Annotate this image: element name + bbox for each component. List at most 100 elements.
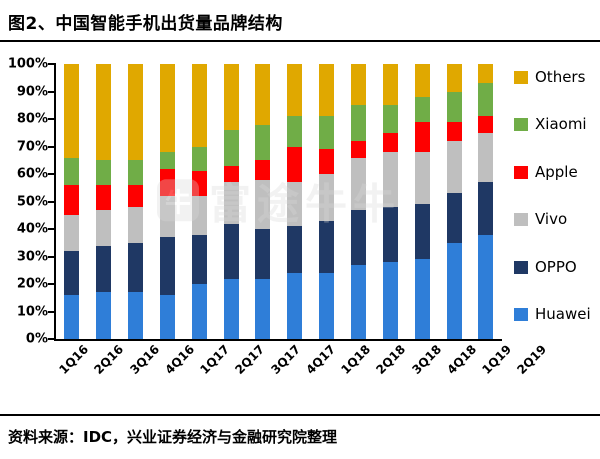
x-tick-slot: 4Q16 — [160, 341, 197, 391]
y-tick-label: 70% — [16, 139, 48, 154]
segment-apple-2Q17 — [223, 165, 239, 183]
x-tick-slot: 2Q18 — [371, 341, 409, 391]
bar-stack-1Q17 — [191, 64, 207, 339]
x-tick-label: 3Q17 — [267, 342, 303, 378]
segment-apple-3Q16 — [128, 185, 144, 207]
y-tick-mark — [48, 145, 56, 148]
x-tick-slot: 4Q18 — [442, 341, 479, 391]
y-tick-mark — [48, 338, 56, 340]
y-tick-label: 40% — [16, 221, 48, 237]
segment-others-3Q16 — [128, 64, 144, 161]
segment-xiaomi-3Q16 — [128, 160, 144, 185]
segment-oppo-3Q17 — [255, 229, 271, 279]
segment-vivo-2Q18 — [351, 157, 367, 210]
y-tick-mark — [48, 228, 56, 230]
y-tick-mark — [48, 90, 56, 93]
segment-vivo-2Q16 — [96, 209, 112, 246]
x-tick-label: 1Q16 — [56, 342, 92, 378]
segment-apple-1Q19 — [446, 121, 462, 141]
segment-vivo-3Q16 — [128, 207, 144, 243]
y-tick-mark — [48, 310, 56, 313]
segment-huawei-3Q17 — [255, 278, 271, 339]
segment-oppo-1Q16 — [64, 251, 80, 295]
segment-oppo-4Q17 — [287, 226, 303, 273]
segment-vivo-1Q17 — [191, 196, 207, 235]
x-tick-label: 4Q18 — [444, 342, 479, 378]
segment-huawei-2Q18 — [351, 264, 367, 339]
segment-huawei-1Q19 — [446, 242, 462, 339]
segment-huawei-1Q16 — [64, 295, 80, 339]
legend-label: Others — [535, 68, 586, 86]
segment-oppo-1Q18 — [319, 220, 335, 273]
x-tick-label: 2Q19 — [514, 342, 550, 378]
segment-xiaomi-4Q17 — [287, 116, 303, 147]
segment-apple-3Q18 — [382, 132, 398, 152]
segment-oppo-1Q19 — [446, 193, 462, 243]
legend-swatch-icon — [514, 307, 528, 321]
segment-apple-4Q18 — [414, 121, 430, 152]
segment-others-4Q18 — [414, 64, 430, 97]
segment-apple-4Q16 — [159, 168, 175, 196]
x-tick-label: 1Q18 — [338, 342, 374, 378]
segment-apple-2Q16 — [96, 185, 112, 210]
segment-xiaomi-1Q19 — [446, 91, 462, 122]
legend-item-huawei: Huawei — [514, 304, 600, 323]
x-tick-label: 3Q18 — [408, 342, 444, 378]
x-tick-label: 2Q17 — [232, 342, 268, 378]
segment-others-1Q18 — [319, 64, 335, 117]
x-tick-label: 2Q18 — [373, 342, 409, 378]
y-tick-label: 50% — [16, 194, 48, 209]
segment-xiaomi-2Q18 — [351, 105, 367, 141]
legend-label: OPPO — [535, 257, 577, 276]
segment-apple-4Q17 — [287, 146, 303, 183]
segment-huawei-2Q17 — [223, 278, 239, 339]
y-tick-label: 0% — [25, 331, 48, 347]
legend-label: Xiaomi — [535, 115, 587, 134]
segment-vivo-1Q16 — [64, 215, 80, 251]
x-tick-label: 3Q16 — [126, 342, 162, 378]
y-tick-label: 100% — [7, 56, 48, 72]
x-tick-slot: 2Q17 — [230, 341, 268, 391]
title-block: 图2、中国智能手机出货量品牌结构 — [0, 0, 600, 42]
legend-label: Vivo — [535, 210, 568, 229]
y-tick-label: 30% — [16, 249, 48, 264]
segment-others-3Q17 — [255, 64, 271, 125]
segment-oppo-2Q17 — [223, 223, 239, 279]
y-axis: 0% 10% 20% 30% 40% 50% 60% 70% 80% 90% 100% — [6, 58, 54, 346]
segment-oppo-2Q19 — [478, 182, 494, 235]
source-note: 资料来源：IDC，兴业证券经济与金融研究院整理 — [8, 428, 338, 446]
bar-stack-2Q17 — [223, 64, 239, 339]
x-axis-labels: 1Q16 2Q16 3Q16 4Q16 1Q17 2Q17 3Q17 4Q17 1Q18 2Q18… — [54, 341, 549, 391]
legend-label: Huawei — [535, 304, 591, 323]
segment-apple-1Q18 — [319, 149, 335, 174]
legend-item-others: Others — [514, 70, 600, 85]
x-tick-slot: 1Q18 — [336, 341, 374, 391]
legend-item-xiaomi: Xiaomi — [514, 117, 600, 132]
segment-huawei-4Q17 — [287, 273, 303, 339]
x-tick-label: 4Q17 — [303, 342, 338, 378]
segment-vivo-4Q16 — [159, 196, 175, 238]
legend-swatch-icon — [514, 213, 528, 227]
y-tick-label: 90% — [16, 84, 48, 99]
y-tick-mark — [48, 173, 56, 175]
segment-oppo-3Q16 — [128, 242, 144, 293]
x-tick-label: 1Q19 — [479, 342, 515, 378]
segment-huawei-1Q17 — [191, 284, 207, 339]
plot-area: 牛 富途牛牛 — [48, 63, 502, 341]
segment-xiaomi-1Q16 — [64, 157, 80, 185]
segment-others-1Q19 — [446, 64, 462, 92]
legend-item-apple: Apple — [514, 164, 600, 180]
segment-xiaomi-2Q17 — [223, 130, 239, 166]
y-tick-label: 60% — [16, 166, 48, 182]
legend: Others Xiaomi Apple Vivo OPPO Huawei — [502, 64, 600, 322]
y-tick-label: 80% — [16, 111, 48, 127]
segment-vivo-1Q19 — [446, 141, 462, 194]
segment-others-2Q19 — [478, 64, 494, 84]
legend-item-vivo: Vivo — [514, 212, 600, 227]
segment-others-4Q17 — [287, 64, 303, 117]
bar-stack-3Q17 — [255, 64, 271, 339]
segment-others-4Q16 — [159, 64, 175, 152]
segment-vivo-1Q18 — [319, 174, 335, 221]
segment-huawei-4Q16 — [159, 295, 175, 339]
